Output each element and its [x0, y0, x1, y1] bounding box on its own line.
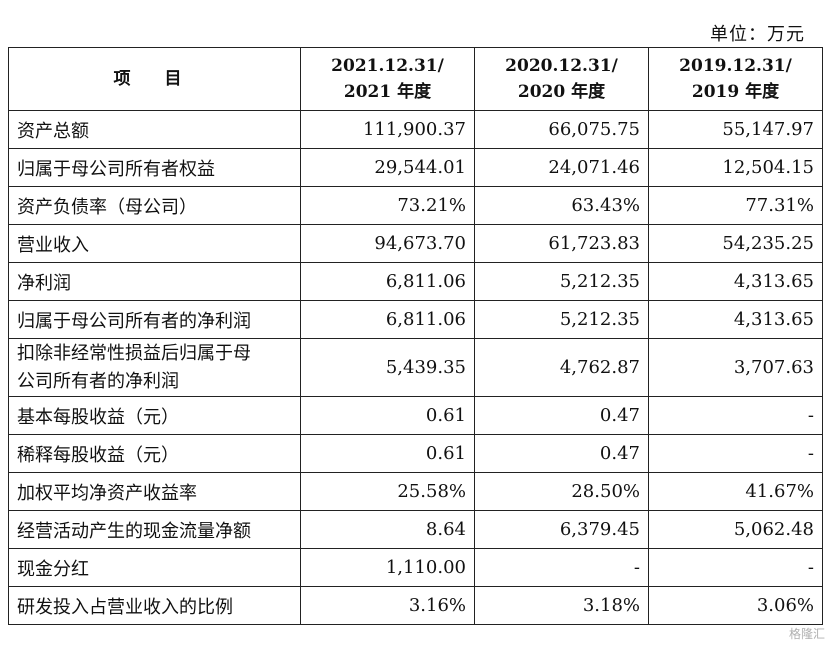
cell-2019: 77.31% [648, 186, 823, 225]
cell-2021: 6,811.06 [300, 262, 475, 301]
cell-2019: - [648, 396, 823, 435]
table-row: 加权平均净资产收益率 25.58% 28.50% 41.67% [8, 472, 823, 511]
row-label-line1: 扣除非经常性损益后归属于母 [17, 342, 251, 364]
cell-2021: 73.21% [300, 186, 475, 225]
table-row: 归属于母公司所有者的净利润 6,811.06 5,212.35 4,313.65 [8, 300, 823, 339]
row-label: 资产负债率（母公司） [8, 186, 301, 225]
row-label: 现金分红 [8, 548, 301, 587]
header-col-year: 2020 年度 [517, 82, 606, 102]
header-item: 项 目 [8, 47, 301, 111]
cell-2020: 0.47 [474, 434, 649, 473]
cell-2019: - [648, 548, 823, 587]
row-label-line2: 公司所有者的净利润 [17, 370, 179, 392]
cell-2021: 8.64 [300, 510, 475, 549]
cell-2020: 63.43% [474, 186, 649, 225]
table-row: 净利润 6,811.06 5,212.35 4,313.65 [8, 262, 823, 301]
cell-2020: 5,212.35 [474, 300, 649, 339]
table-row: 扣除非经常性损益后归属于母 公司所有者的净利润 5,439.35 4,762.8… [8, 338, 823, 397]
header-col-date: 2020.12.31/ [505, 56, 618, 76]
cell-2020: 61,723.83 [474, 224, 649, 263]
cell-2021: 1,110.00 [300, 548, 475, 587]
cell-2021: 0.61 [300, 434, 475, 473]
table-row: 研发投入占营业收入的比例 3.16% 3.18% 3.06% [8, 586, 823, 625]
cell-2020: 28.50% [474, 472, 649, 511]
financial-table: 项 目 2021.12.31/ 2021 年度 2020.12.31/ 2020… [8, 47, 823, 625]
cell-2019: 3,707.63 [648, 338, 823, 397]
table-row: 资产总额 111,900.37 66,075.75 55,147.97 [8, 110, 823, 149]
cell-2020: 4,762.87 [474, 338, 649, 397]
header-col-date: 2021.12.31/ [331, 56, 444, 76]
cell-2021: 111,900.37 [300, 110, 475, 149]
cell-2020: 0.47 [474, 396, 649, 435]
cell-2021: 25.58% [300, 472, 475, 511]
cell-2021: 3.16% [300, 586, 475, 625]
header-col-2021: 2021.12.31/ 2021 年度 [300, 47, 475, 111]
cell-2020: 24,071.46 [474, 148, 649, 187]
table-row: 归属于母公司所有者权益 29,544.01 24,071.46 12,504.1… [8, 148, 823, 187]
row-label: 净利润 [8, 262, 301, 301]
table-row: 稀释每股收益（元） 0.61 0.47 - [8, 434, 823, 473]
row-label: 稀释每股收益（元） [8, 434, 301, 473]
table-row: 基本每股收益（元） 0.61 0.47 - [8, 396, 823, 435]
cell-2019: 41.67% [648, 472, 823, 511]
table-row: 资产负债率（母公司） 73.21% 63.43% 77.31% [8, 186, 823, 225]
cell-2019: 12,504.15 [648, 148, 823, 187]
row-label: 经营活动产生的现金流量净额 [8, 510, 301, 549]
cell-2019: 5,062.48 [648, 510, 823, 549]
cell-2021: 6,811.06 [300, 300, 475, 339]
header-col-year: 2021 年度 [343, 82, 432, 102]
cell-2019: 4,313.65 [648, 300, 823, 339]
row-label: 基本每股收益（元） [8, 396, 301, 435]
cell-2020: 3.18% [474, 586, 649, 625]
cell-2019: - [648, 434, 823, 473]
cell-2020: 66,075.75 [474, 110, 649, 149]
row-label: 归属于母公司所有者的净利润 [8, 300, 301, 339]
cell-2019: 4,313.65 [648, 262, 823, 301]
table-row: 营业收入 94,673.70 61,723.83 54,235.25 [8, 224, 823, 263]
header-col-2020: 2020.12.31/ 2020 年度 [474, 47, 649, 111]
cell-2020: 5,212.35 [474, 262, 649, 301]
cell-2020: 6,379.45 [474, 510, 649, 549]
table-header: 项 目 2021.12.31/ 2021 年度 2020.12.31/ 2020… [8, 47, 823, 111]
cell-2019: 3.06% [648, 586, 823, 625]
unit-label: 单位：万元 [710, 24, 805, 45]
table-row: 经营活动产生的现金流量净额 8.64 6,379.45 5,062.48 [8, 510, 823, 549]
row-label: 营业收入 [8, 224, 301, 263]
header-col-2019: 2019.12.31/ 2019 年度 [648, 47, 823, 111]
watermark-logo: 格隆汇 [788, 627, 825, 641]
cell-2020: - [474, 548, 649, 587]
header-col-date: 2019.12.31/ [679, 56, 792, 76]
cell-2021: 94,673.70 [300, 224, 475, 263]
cell-2021: 5,439.35 [300, 338, 475, 397]
row-label: 归属于母公司所有者权益 [8, 148, 301, 187]
row-label: 研发投入占营业收入的比例 [8, 586, 301, 625]
row-label: 资产总额 [8, 110, 301, 149]
cell-2021: 29,544.01 [300, 148, 475, 187]
header-col-year: 2019 年度 [691, 82, 780, 102]
row-label: 加权平均净资产收益率 [8, 472, 301, 511]
row-label: 扣除非经常性损益后归属于母 公司所有者的净利润 [8, 338, 301, 397]
cell-2019: 54,235.25 [648, 224, 823, 263]
table-row: 现金分红 1,110.00 - - [8, 548, 823, 587]
cell-2021: 0.61 [300, 396, 475, 435]
cell-2019: 55,147.97 [648, 110, 823, 149]
